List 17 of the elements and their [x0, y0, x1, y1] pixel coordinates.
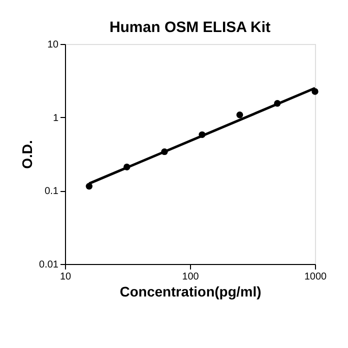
y-tick-label: 10 — [47, 40, 59, 50]
point — [198, 131, 206, 138]
y-axis-title: O.D. — [19, 140, 36, 169]
x-tick-label: 10 — [60, 272, 72, 282]
point — [236, 112, 244, 118]
point — [161, 148, 168, 156]
point — [274, 100, 281, 107]
x-tick-label: 100 — [182, 272, 200, 282]
y-tick-label: 1 — [52, 112, 59, 124]
x-tick-label: 1000 — [304, 272, 328, 282]
y-tick-label: 0.01 — [39, 260, 59, 270]
chart-title: Human OSM ELISA Kit — [109, 19, 271, 36]
point — [312, 88, 318, 95]
point — [124, 164, 130, 170]
y-tick-label: 0.1 — [44, 186, 59, 198]
x-axis-title: Concentration(pg/ml) — [120, 284, 262, 300]
point — [86, 182, 92, 190]
